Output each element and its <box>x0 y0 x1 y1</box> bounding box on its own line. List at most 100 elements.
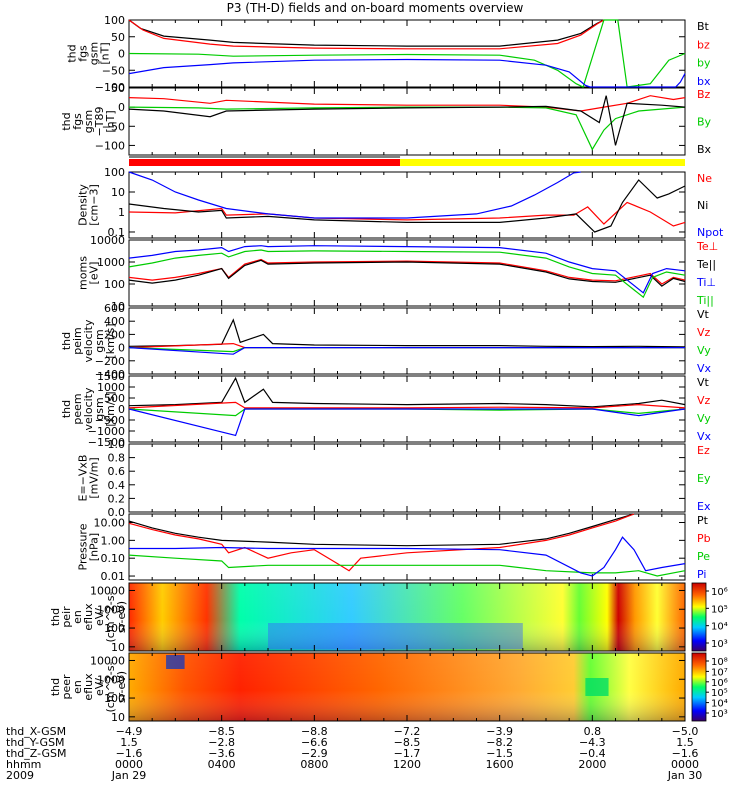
y-axis-label: thd <box>60 332 73 350</box>
panel-frame <box>128 307 686 375</box>
ephemeris-value: 0800 <box>300 758 329 771</box>
colorbar-tick-label: 10³ <box>711 709 728 720</box>
y-tick-label: 100 <box>104 692 125 705</box>
ephemeris-value: −3.9 <box>486 725 514 738</box>
legend-entry: Vx <box>697 430 712 443</box>
y-tick-label: 0.1 <box>108 226 126 239</box>
ephemeris-value: 1600 <box>485 758 514 771</box>
ephemeris-value: −8.8 <box>300 725 328 738</box>
y-axis-label: peir <box>60 606 73 628</box>
y-axis-label: en <box>71 680 84 694</box>
y-axis-label: [mV/m] <box>88 457 101 498</box>
panel-frame <box>128 171 686 239</box>
ephemeris-date: Jan 29 <box>111 769 147 782</box>
ephemeris-value: −1.6 <box>115 747 143 760</box>
series-pressure-Pt <box>128 513 635 547</box>
spectrogram-feature <box>166 655 185 669</box>
legend-entry: bx <box>697 75 711 88</box>
y-axis-label: [nT] <box>99 42 112 64</box>
y-tick-label: −1500 <box>88 436 125 449</box>
panel-temp: 10000 1000 100 10 moms[eV] Te⊥ Te|| Ti⊥ Ti|| <box>77 234 719 313</box>
ephemeris-date: Jan 30 <box>667 769 703 782</box>
y-tick-label: 1000 <box>97 673 125 686</box>
legend-entry: Bt <box>697 20 710 33</box>
y-axis-label: thd <box>60 400 73 418</box>
y-tick-label: 1 <box>118 206 125 219</box>
y-tick-label: 1000 <box>97 256 125 269</box>
y-tick-label: 10.00 <box>94 517 126 530</box>
ephemeris-value: 1200 <box>393 758 421 771</box>
spectrogram-shade <box>129 583 685 651</box>
y-axis-label: peem <box>71 393 84 424</box>
y-tick-label: 10000 <box>90 654 125 667</box>
y-tick-label: −50 <box>102 64 125 77</box>
y-axis-label: velocity <box>82 387 95 430</box>
legend-entry: Ni <box>697 199 708 212</box>
y-axis-label: [eV] <box>88 262 101 285</box>
panel-frame <box>128 443 686 513</box>
ephemeris-value: −8.5 <box>393 736 421 749</box>
ephemeris-label: 2009 <box>6 769 34 782</box>
series-pressure-Pb <box>128 513 635 572</box>
series-peem_v-Vx <box>128 408 686 437</box>
series-peim_v-Vx <box>128 347 685 355</box>
y-tick-label: 1500 <box>97 370 125 383</box>
ephemeris-value: −1.5 <box>486 747 514 760</box>
ephemeris-value: −7.2 <box>393 725 421 738</box>
y-axis-label: [km/s] <box>104 391 117 426</box>
legend-entry: Te⊥ <box>696 240 718 253</box>
legend-entry: bz <box>697 38 710 51</box>
ephemeris-value: −8.2 <box>486 736 514 749</box>
panel-frame <box>128 87 686 156</box>
chart-title: P3 (TH-D) fields and on-board moments ov… <box>226 1 524 15</box>
y-axis-label: peer <box>60 674 73 700</box>
y-axis-label: [km/s] <box>104 323 117 358</box>
series-temp-Ti <box>128 245 686 294</box>
ephemeris-label: thd_Z-GSM <box>6 747 67 760</box>
y-tick-label: 0 <box>118 48 125 61</box>
y-tick-label: −50 <box>102 120 125 133</box>
panel-density: 100 10 1 0.1 Density[cm−3] Ne Ni Npot <box>77 166 724 239</box>
colorbar-tick-label: 10⁸ <box>711 657 728 668</box>
series-temp-Te <box>128 258 686 285</box>
y-tick-label: −1000 <box>88 425 125 438</box>
y-tick-label: −400 <box>95 368 125 381</box>
ephemeris-value: −2.8 <box>208 736 236 749</box>
legend-entry: Vz <box>697 326 711 339</box>
y-axis-label: Density <box>77 184 90 226</box>
legend-entry: Ez <box>697 444 710 457</box>
ephemeris-value: 0000 <box>671 758 699 771</box>
legend-entry: Npot <box>697 226 724 239</box>
y-tick-label: 0.0 <box>108 506 126 519</box>
y-tick-label: 100 <box>104 622 125 635</box>
legend-entry: Ey <box>697 472 711 485</box>
y-axis-label: thd <box>49 678 62 696</box>
ephemeris-value: 2000 <box>578 758 607 771</box>
y-tick-label: 600 <box>104 302 125 315</box>
y-tick-label: 10 <box>111 641 125 654</box>
panel-peir_spec: 10⁶ 10⁵ 10⁴ 10³ 10000 1000 100 10 thdpeireneflux… <box>49 582 728 654</box>
series-peim_v-Vt <box>128 318 686 348</box>
y-axis-label: Pressure <box>77 523 90 570</box>
y-tick-label: 0.01 <box>101 570 126 583</box>
spectrogram-feature <box>585 678 609 696</box>
panel-frame <box>128 19 686 88</box>
y-tick-label: 1000 <box>97 603 125 616</box>
series-pressure-Pi <box>129 536 686 577</box>
series-fgs_dtrnd-By <box>128 106 686 151</box>
legend-entry: Vx <box>697 362 712 375</box>
legend-entry: Bx <box>697 143 712 156</box>
series-fgs_dtrnd-Bx <box>128 95 686 146</box>
legend-entry: By <box>697 116 712 129</box>
series-density-Npot <box>128 171 581 219</box>
y-axis-label: peim <box>71 327 84 355</box>
y-axis-label: eflux <box>82 673 95 701</box>
y-tick-label: 50 <box>111 82 125 95</box>
y-axis-label: −T89 <box>93 107 106 137</box>
y-tick-label: 50 <box>111 31 125 44</box>
y-tick-label: 500 <box>104 392 125 405</box>
